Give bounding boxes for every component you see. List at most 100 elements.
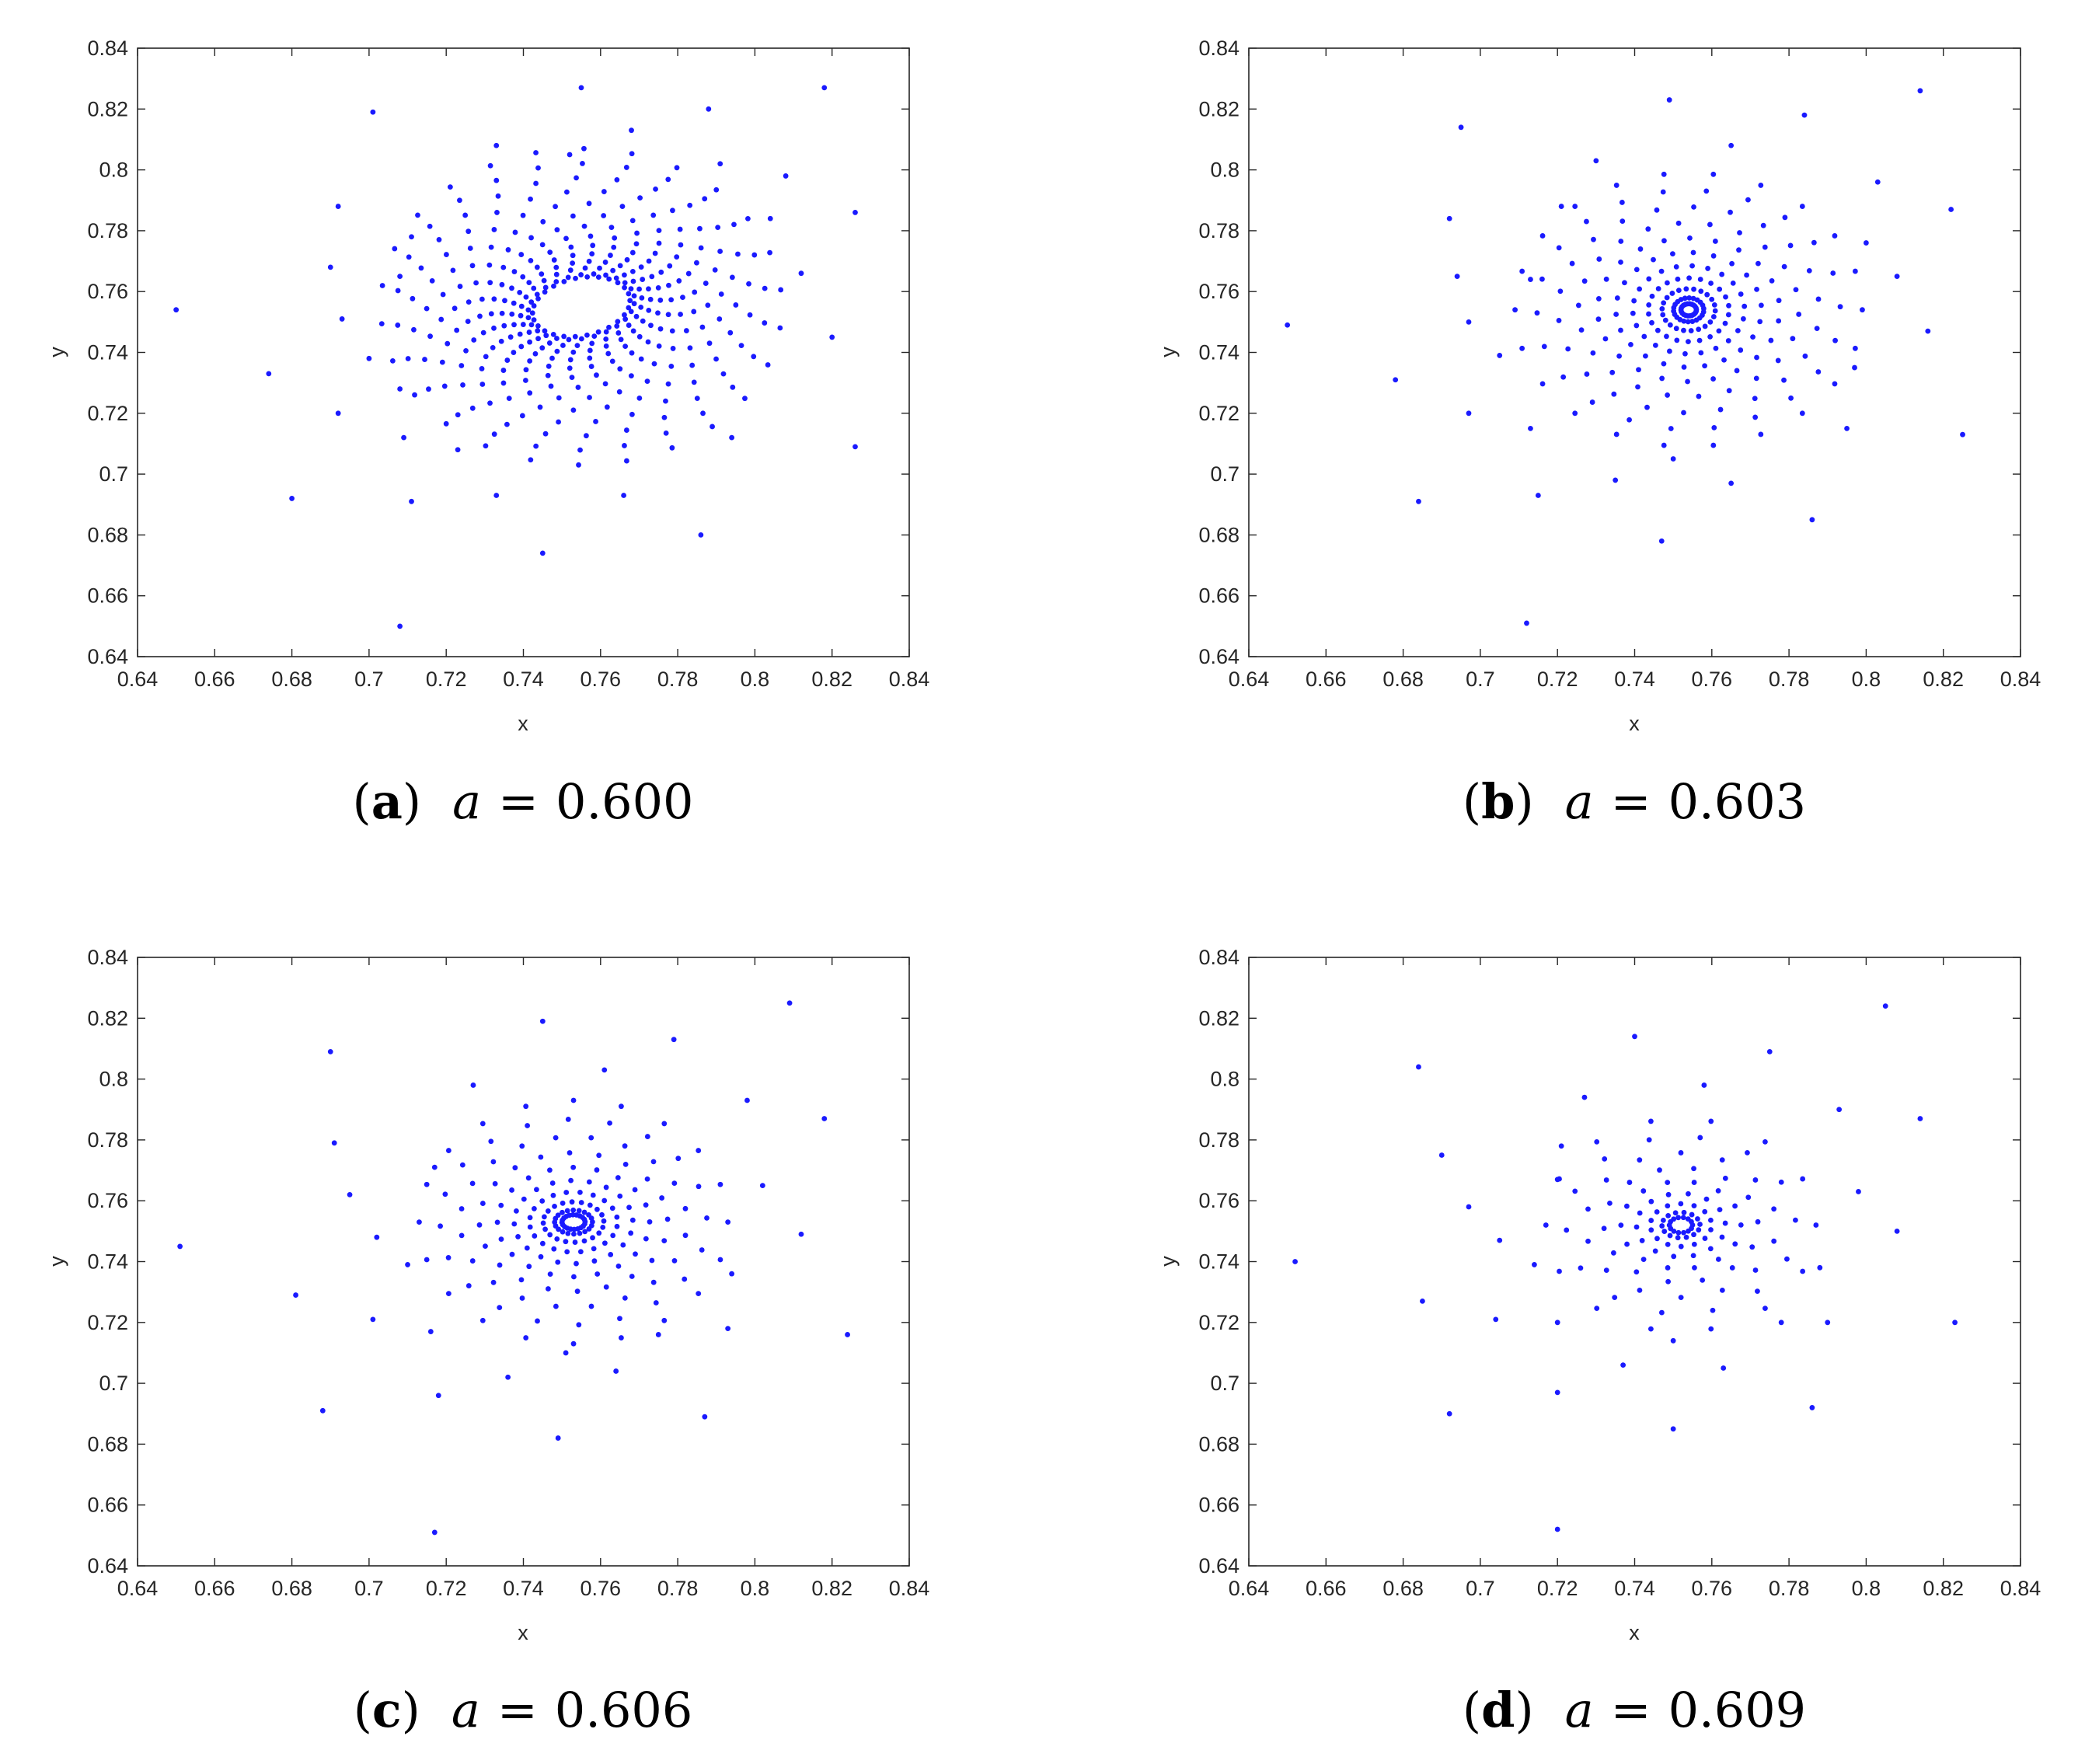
panel-a-spiral-point bbox=[444, 252, 449, 257]
panel-a-spiral-point bbox=[603, 336, 609, 342]
panel-a-spiral-point bbox=[450, 267, 456, 274]
panel-a-outer-point bbox=[698, 532, 704, 538]
panel-b-spiral-point bbox=[1738, 291, 1744, 297]
panel-b-spiral-point bbox=[1686, 339, 1691, 345]
panel-a-spiral-point bbox=[570, 260, 576, 267]
panel-a-spiral-point bbox=[495, 193, 501, 199]
panel-a-spiral-point bbox=[589, 251, 595, 257]
panel-b-spiral-point bbox=[1696, 326, 1702, 333]
panel-c-spiral-point bbox=[539, 1240, 546, 1246]
panel-a-spiral-point bbox=[651, 361, 657, 367]
panel-b-spiral-point bbox=[1667, 322, 1673, 328]
panel-a-spiral-point bbox=[590, 242, 596, 249]
panel-a-spiral-point bbox=[677, 226, 683, 232]
panel-a-spiral-point bbox=[574, 175, 579, 181]
panel-a-spiral-point bbox=[606, 276, 612, 282]
panel-b-ytick-label: 0.68 bbox=[1198, 523, 1239, 546]
panel-a-spiral-point bbox=[656, 228, 662, 234]
panel-a-xtick-label: 0.84 bbox=[889, 668, 930, 691]
panel-a-spiral-point bbox=[594, 372, 599, 378]
panel-c-outer-point bbox=[729, 1271, 735, 1277]
panel-c-xtick-label: 0.84 bbox=[889, 1577, 930, 1600]
panel-c-spiral-point bbox=[633, 1251, 638, 1257]
panel-c-spiral-point bbox=[417, 1219, 422, 1225]
panel-d-spiral-point bbox=[1652, 1248, 1658, 1254]
panel-a-spiral-point bbox=[543, 333, 549, 339]
panel-b-spiral-point bbox=[1710, 314, 1717, 319]
panel-d-spiral-point bbox=[1719, 1157, 1725, 1163]
panel-b-outer-point bbox=[1852, 364, 1857, 371]
panel-b-spiral-point bbox=[1664, 333, 1669, 340]
panel-d-spiral-point bbox=[1675, 1235, 1681, 1241]
panel-d-outer-point bbox=[1554, 1320, 1560, 1326]
panel-a-outer-point bbox=[706, 106, 712, 112]
panel-b-spiral-point bbox=[1667, 348, 1672, 354]
panel-d-spiral-point bbox=[1557, 1268, 1562, 1274]
panel-d-outer-point bbox=[1292, 1259, 1298, 1264]
panel-a-xtick-label: 0.82 bbox=[811, 668, 852, 691]
panel-c-ytick-label: 0.82 bbox=[87, 1006, 128, 1030]
panel-b-ytick-label: 0.8 bbox=[1210, 159, 1239, 182]
panel-b-xtick-label: 0.74 bbox=[1614, 668, 1655, 691]
panel-d-spiral-point bbox=[1603, 1267, 1609, 1273]
panel-a-spiral-point bbox=[665, 176, 671, 183]
panel-d-spiral-point bbox=[1602, 1156, 1608, 1162]
panel-a-spiral-point bbox=[561, 278, 567, 284]
panel-a-spiral-point bbox=[636, 333, 643, 340]
panel-a-spiral-point bbox=[616, 389, 622, 395]
panel-b-spiral-point bbox=[1806, 268, 1812, 274]
panel-a-spiral-point bbox=[518, 312, 524, 319]
panel-a-spiral-point bbox=[551, 283, 556, 289]
panel-b-spiral-point bbox=[1539, 233, 1546, 239]
panel-a-spiral-point bbox=[717, 249, 723, 254]
panel-d-spiral-point bbox=[1755, 1288, 1760, 1295]
panel-b-spiral-point bbox=[1710, 376, 1716, 382]
panel-a-ytick-label: 0.74 bbox=[87, 341, 128, 364]
panel-c-xtick-label: 0.74 bbox=[503, 1577, 544, 1600]
panel-d-spiral-point bbox=[1691, 1203, 1697, 1209]
panel-a-spiral-point bbox=[542, 328, 548, 334]
panel-a-spiral-point bbox=[469, 405, 476, 411]
panel-c-spiral-point bbox=[620, 1242, 626, 1248]
panel-c-spiral-point bbox=[560, 1217, 566, 1223]
panel-d-spiral-point bbox=[1654, 1209, 1660, 1215]
panel-c-ytick-label: 0.7 bbox=[99, 1372, 128, 1395]
panel-a-spiral-point bbox=[678, 312, 683, 317]
panel-d-outer-point bbox=[1493, 1316, 1499, 1323]
panel-a-spiral-point bbox=[528, 196, 533, 202]
panel-a-spiral-point bbox=[534, 264, 540, 270]
panel-d-spiral-point bbox=[1762, 1138, 1768, 1145]
panel-c-spiral-point bbox=[596, 1230, 602, 1236]
panel-b-outer-point bbox=[1446, 215, 1452, 221]
panel-b-outer-point bbox=[1497, 353, 1503, 358]
panel-b-spiral-point bbox=[1711, 302, 1717, 308]
panel-a-spiral-point bbox=[572, 333, 578, 340]
panel-c-spiral-point bbox=[497, 1262, 503, 1268]
panel-a-outer-point bbox=[335, 204, 341, 209]
panel-d-xtick-label: 0.74 bbox=[1614, 1577, 1655, 1600]
panel-c-outer-point bbox=[331, 1140, 337, 1146]
panel-a-spiral-point bbox=[746, 281, 751, 287]
panel-d-spiral-point bbox=[1702, 1208, 1708, 1215]
panel-b-xtick-label: 0.68 bbox=[1382, 668, 1424, 691]
panel-a-spiral-point bbox=[710, 424, 715, 430]
panel-a-outer-point bbox=[829, 334, 835, 340]
panel-a-spiral-point bbox=[534, 291, 540, 298]
panel-a-spiral-point bbox=[540, 218, 546, 225]
panel-b-spiral-point bbox=[1578, 327, 1585, 333]
panel-a-xtick-label: 0.66 bbox=[194, 668, 235, 691]
panel-b-spiral-point bbox=[1670, 251, 1675, 257]
panel-a-spiral-point bbox=[473, 280, 479, 286]
panel-c-spiral-point bbox=[590, 1192, 596, 1198]
panel-c-spiral-point bbox=[556, 1226, 561, 1232]
panel-a-spiral-point bbox=[426, 386, 431, 392]
panel-b-spiral-point bbox=[1673, 263, 1679, 270]
panel-b-spiral-point bbox=[1757, 319, 1763, 325]
panel-c-spiral-point bbox=[458, 1232, 465, 1239]
panel-b-spiral-point bbox=[1662, 317, 1668, 323]
panel-a-spiral-point bbox=[636, 286, 642, 292]
panel-a-outer-point bbox=[729, 434, 735, 441]
panel-c-spiral-point bbox=[553, 1303, 559, 1309]
panel-c-spiral-point bbox=[649, 1257, 655, 1264]
panel-b-ytick-label: 0.74 bbox=[1198, 341, 1239, 364]
